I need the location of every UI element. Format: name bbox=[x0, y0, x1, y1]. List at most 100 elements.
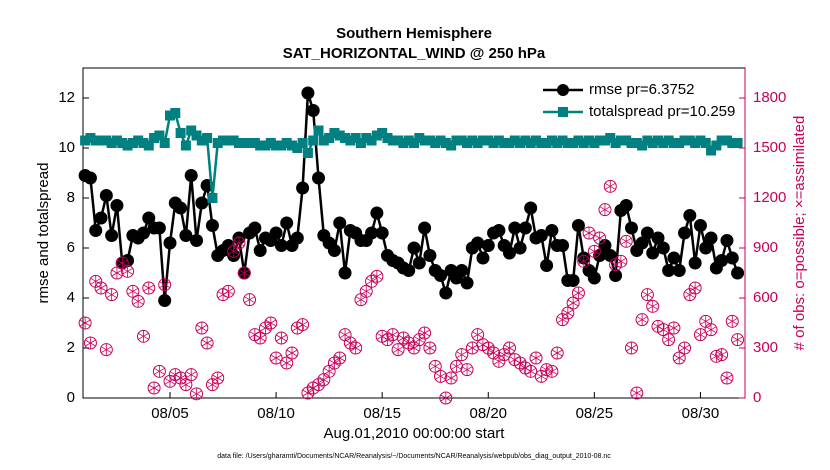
point bbox=[243, 293, 257, 307]
point bbox=[693, 328, 707, 342]
point-cross bbox=[557, 316, 568, 324]
point bbox=[312, 378, 326, 392]
point bbox=[700, 138, 711, 148]
point bbox=[343, 336, 357, 350]
point-cross bbox=[689, 284, 701, 292]
point bbox=[281, 138, 292, 148]
point-cross bbox=[392, 346, 404, 354]
point bbox=[493, 135, 504, 146]
point bbox=[403, 135, 414, 146]
y-tick-label: 6 bbox=[67, 239, 75, 256]
point bbox=[428, 359, 442, 373]
point bbox=[688, 281, 702, 295]
point-cross bbox=[599, 206, 611, 214]
point bbox=[418, 221, 432, 235]
point bbox=[110, 199, 124, 212]
point-cross bbox=[429, 362, 441, 370]
point bbox=[720, 234, 734, 247]
point bbox=[434, 269, 448, 282]
point bbox=[290, 231, 304, 245]
x-tick-label: 08/05 bbox=[151, 405, 189, 422]
point-cross bbox=[275, 334, 287, 342]
point bbox=[552, 138, 563, 148]
point bbox=[599, 135, 610, 146]
point-cross bbox=[100, 346, 112, 354]
point bbox=[678, 341, 692, 355]
point-cross bbox=[350, 344, 362, 352]
point bbox=[80, 135, 91, 146]
point-cross bbox=[684, 291, 696, 299]
point bbox=[525, 138, 536, 148]
point bbox=[439, 286, 453, 300]
point bbox=[492, 354, 506, 368]
point-cross bbox=[451, 362, 462, 370]
point bbox=[205, 219, 219, 232]
point bbox=[605, 133, 616, 143]
point bbox=[174, 201, 188, 215]
point bbox=[184, 368, 198, 382]
point bbox=[693, 219, 707, 232]
point bbox=[370, 269, 384, 283]
point bbox=[333, 216, 347, 230]
point bbox=[631, 138, 642, 148]
point bbox=[117, 138, 128, 148]
point-cross bbox=[281, 359, 293, 367]
point bbox=[313, 125, 324, 136]
series-markers bbox=[78, 179, 745, 405]
point-cross bbox=[185, 371, 197, 379]
point bbox=[515, 138, 526, 148]
point bbox=[338, 328, 352, 342]
point bbox=[487, 346, 501, 360]
point bbox=[561, 306, 575, 320]
point bbox=[540, 259, 554, 272]
point bbox=[488, 138, 499, 148]
point bbox=[556, 313, 570, 327]
x-tick-label: 08/25 bbox=[576, 405, 614, 422]
point-cross bbox=[535, 372, 547, 380]
point bbox=[446, 140, 457, 151]
point-cross bbox=[159, 281, 171, 289]
point bbox=[614, 254, 628, 268]
point-cross bbox=[466, 344, 478, 352]
point bbox=[679, 135, 690, 146]
point bbox=[451, 135, 462, 146]
point bbox=[99, 189, 113, 202]
point bbox=[562, 138, 573, 148]
point-cross bbox=[551, 349, 563, 357]
point bbox=[152, 364, 166, 378]
point bbox=[704, 231, 718, 245]
point bbox=[440, 138, 451, 148]
point-cross bbox=[334, 354, 346, 362]
point bbox=[101, 135, 112, 146]
y2-axis-label: # of obs: o=possible; ×=assimilated bbox=[791, 116, 808, 351]
point bbox=[327, 244, 341, 257]
point-cross bbox=[127, 287, 139, 295]
point bbox=[545, 224, 559, 237]
point bbox=[721, 135, 732, 146]
point bbox=[244, 138, 255, 148]
point bbox=[253, 244, 267, 257]
point-cross bbox=[641, 291, 653, 299]
point bbox=[158, 278, 172, 292]
point bbox=[435, 135, 446, 146]
point bbox=[306, 104, 320, 117]
point-cross bbox=[482, 344, 494, 352]
point-cross bbox=[631, 389, 643, 397]
point bbox=[695, 135, 706, 146]
point bbox=[455, 348, 469, 362]
point-cross bbox=[721, 374, 733, 382]
point bbox=[269, 351, 283, 365]
point-cross bbox=[403, 339, 415, 347]
point bbox=[85, 133, 96, 143]
point-cross bbox=[79, 319, 91, 327]
point bbox=[688, 256, 702, 270]
y2-tick-label: 300 bbox=[753, 339, 778, 356]
point bbox=[149, 133, 160, 143]
point bbox=[524, 201, 538, 215]
point bbox=[276, 140, 287, 151]
point bbox=[430, 138, 441, 148]
point-cross bbox=[440, 394, 452, 402]
point bbox=[471, 236, 485, 250]
point bbox=[380, 333, 394, 347]
point bbox=[587, 244, 601, 258]
